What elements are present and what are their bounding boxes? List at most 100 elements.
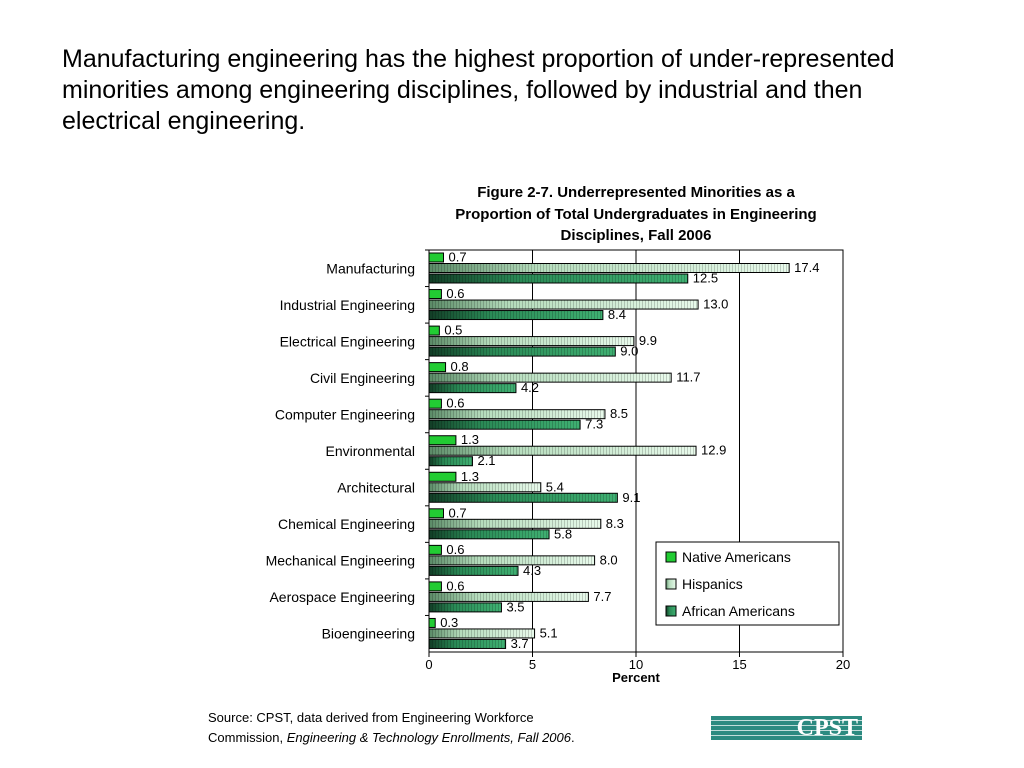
bar-texture — [429, 274, 688, 283]
data-label: 1.3 — [461, 469, 479, 484]
data-label: 12.5 — [693, 271, 718, 286]
data-label: 17.4 — [794, 260, 819, 275]
data-label: 0.6 — [446, 286, 464, 301]
legend-label: African Americans — [682, 603, 795, 619]
source-line-2-prefix: Commission, — [208, 730, 287, 745]
x-tick-label: 20 — [836, 657, 850, 672]
data-label: 8.3 — [606, 516, 624, 531]
chart-title-line: Proportion of Total Undergraduates in En… — [455, 206, 816, 223]
bar-texture — [429, 519, 601, 529]
legend-swatch — [665, 578, 677, 590]
bar-texture — [429, 456, 473, 466]
bar-texture — [429, 446, 697, 456]
bar-texture — [429, 529, 550, 539]
category-label: Environmental — [326, 443, 416, 459]
data-label: 7.3 — [585, 417, 603, 432]
data-label: 3.5 — [506, 599, 524, 614]
source-line-2-suffix: . — [571, 730, 575, 745]
bar — [428, 544, 442, 555]
bar-texture — [429, 347, 616, 357]
bar — [428, 362, 447, 373]
legend-swatch — [665, 605, 677, 617]
data-label: 9.9 — [639, 333, 657, 348]
category-label: Computer Engineering — [275, 406, 415, 422]
data-label: 0.7 — [448, 250, 466, 265]
data-label: 0.5 — [444, 323, 462, 338]
bar-texture — [429, 263, 790, 273]
category-label: Bioengineering — [322, 626, 415, 642]
x-tick-label: 15 — [732, 657, 746, 672]
bar-texture — [429, 310, 603, 320]
bar — [428, 617, 436, 628]
data-label: 8.5 — [610, 406, 628, 421]
category-label: Industrial Engineering — [280, 297, 415, 313]
bar-texture — [429, 420, 581, 430]
headline: Manufacturing engineering has the highes… — [62, 45, 895, 135]
x-tick-label: 5 — [529, 657, 536, 672]
data-label: 0.6 — [446, 542, 464, 557]
data-label: 0.3 — [440, 615, 458, 630]
category-label: Civil Engineering — [310, 370, 415, 386]
legend-label: Native Americans — [682, 549, 791, 565]
category-label: Chemical Engineering — [278, 516, 415, 532]
source-note: Source: CPST, data derived from Engineer… — [208, 708, 575, 748]
data-label: 5.4 — [546, 479, 564, 494]
data-label: 9.1 — [622, 490, 640, 505]
source-line-1: Source: CPST, data derived from Engineer… — [208, 710, 534, 725]
bar — [428, 252, 444, 263]
data-label: 0.7 — [448, 505, 466, 520]
data-label: 7.7 — [593, 589, 611, 604]
data-label: 13.0 — [703, 297, 728, 312]
data-label: 8.0 — [600, 552, 618, 567]
data-label: 5.8 — [554, 526, 572, 541]
category-label: Manufacturing — [326, 260, 415, 276]
bar — [428, 398, 442, 409]
data-label: 8.4 — [608, 307, 626, 322]
bar-texture — [429, 482, 541, 492]
category-label: Electrical Engineering — [280, 333, 415, 349]
category-label: Aerospace Engineering — [269, 589, 415, 605]
bar-texture — [429, 639, 506, 649]
data-label: 0.6 — [446, 396, 464, 411]
category-label: Mechanical Engineering — [266, 553, 415, 569]
x-tick-label: 10 — [629, 657, 643, 672]
bar-texture — [429, 493, 618, 503]
chart-title-line: Figure 2-7. Underrepresented Minorities … — [477, 184, 795, 201]
data-label: 2.1 — [477, 453, 495, 468]
bar-texture — [429, 592, 589, 602]
bar-texture — [429, 555, 595, 565]
x-tick-label: 0 — [425, 657, 432, 672]
bar-texture — [429, 566, 519, 576]
bar-texture — [429, 383, 516, 393]
bar-texture — [429, 373, 672, 383]
bar-texture — [429, 602, 502, 612]
bar-texture — [429, 336, 634, 346]
data-label: 1.3 — [461, 432, 479, 447]
legend — [655, 541, 840, 626]
data-label: 5.1 — [540, 625, 558, 640]
source-line-2: Commission, Engineering & Technology Enr… — [208, 728, 575, 748]
chart-title-line: Disciplines, Fall 2006 — [561, 227, 712, 244]
x-axis-label: Percent — [612, 670, 660, 685]
data-label: 4.2 — [521, 380, 539, 395]
data-label: 0.8 — [451, 359, 469, 374]
source-publication: Engineering & Technology Enrollments, Fa… — [286, 730, 571, 745]
data-label: 12.9 — [701, 443, 726, 458]
bar — [428, 325, 440, 336]
legend-label: Hispanics — [682, 576, 743, 592]
data-label: 9.0 — [620, 344, 638, 359]
bar-texture — [429, 300, 699, 310]
cpst-logo: CPST — [711, 716, 862, 740]
data-label: 11.7 — [676, 370, 700, 385]
legend-swatch — [665, 551, 677, 563]
bar — [428, 581, 442, 592]
bar — [428, 508, 444, 519]
data-label: 0.6 — [446, 578, 464, 593]
logo-text: CPST — [796, 715, 858, 741]
bar — [428, 435, 457, 446]
bar-texture — [429, 409, 605, 419]
category-label: Architectural — [337, 480, 415, 496]
bar — [428, 471, 457, 482]
bar — [428, 289, 442, 300]
